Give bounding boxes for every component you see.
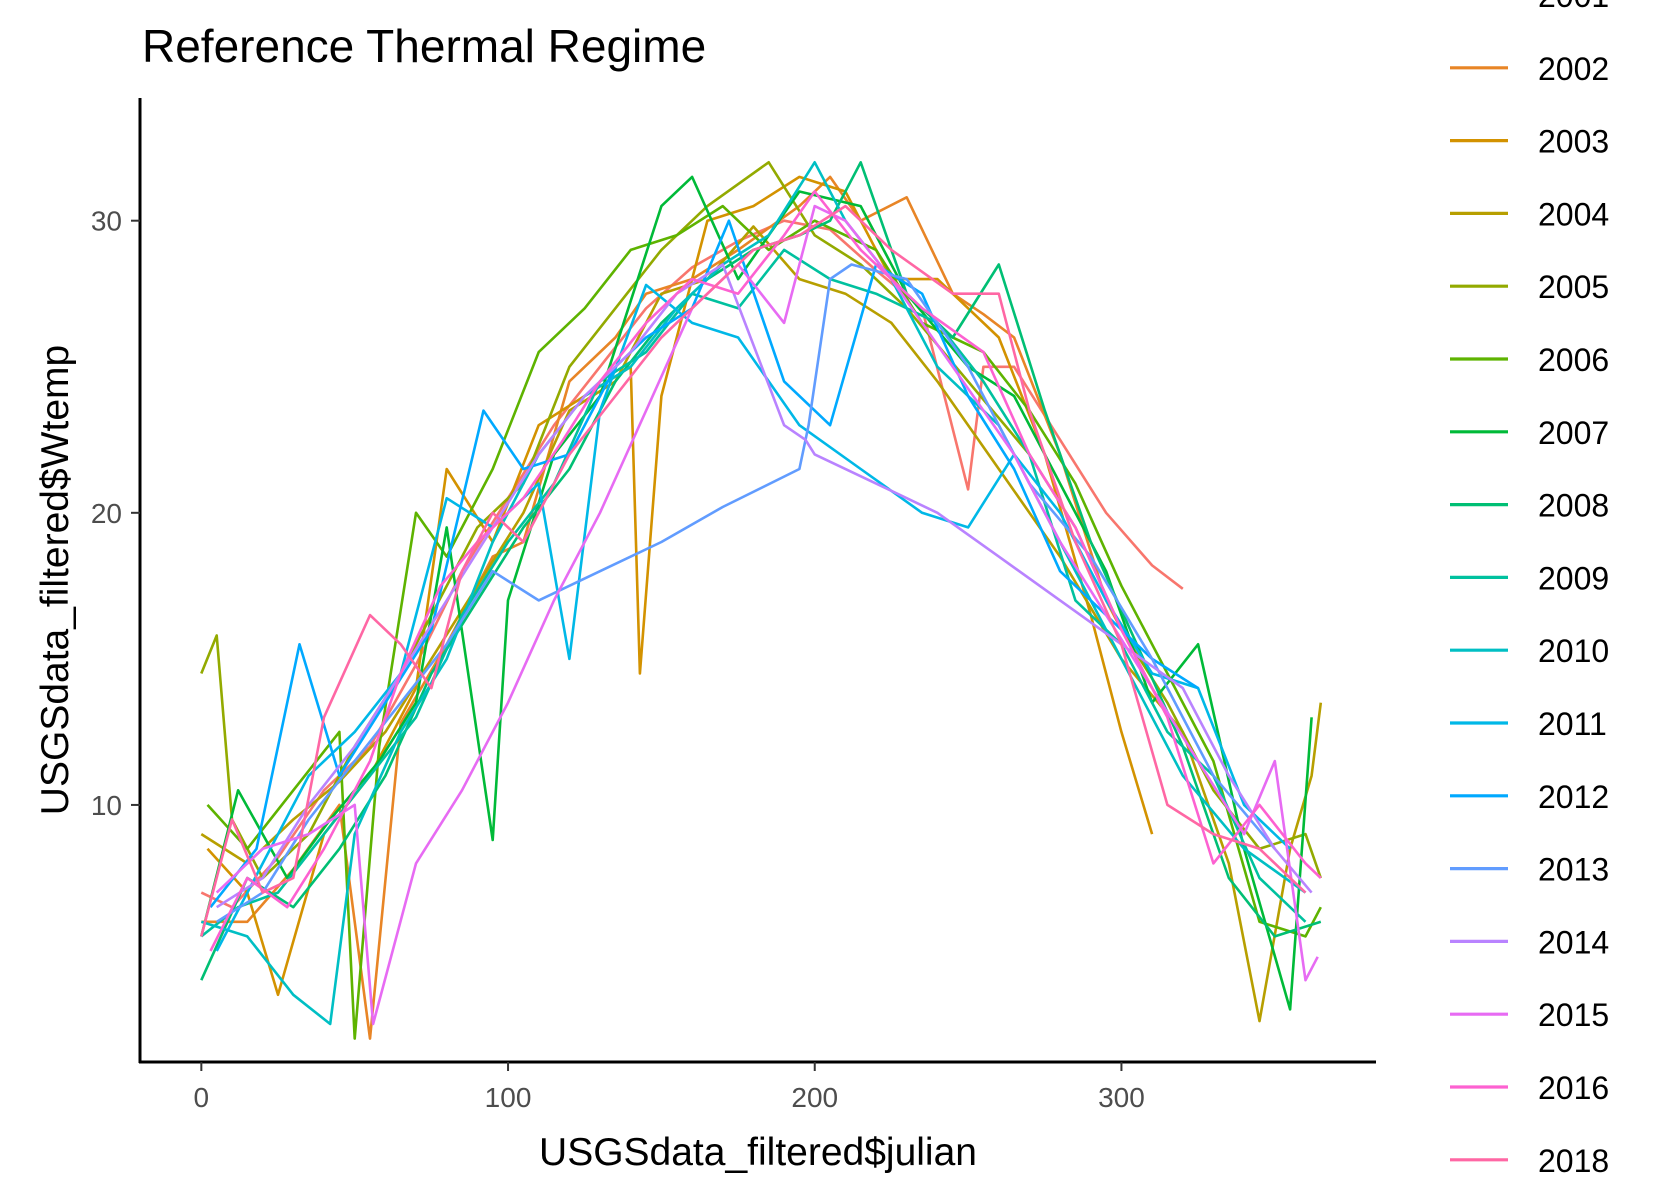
x-tick-label: 0 bbox=[194, 1082, 210, 1113]
y-axis-title: USGSdata_filtered$Wtemp bbox=[34, 345, 77, 815]
y-tick-label: 10 bbox=[91, 790, 122, 821]
legend-label: 2014 bbox=[1538, 924, 1609, 960]
legend-item-2006: 2006 bbox=[1450, 342, 1609, 378]
legend-label: 2012 bbox=[1538, 779, 1609, 815]
y-tick-label: 20 bbox=[91, 498, 122, 529]
legend-label: 2002 bbox=[1538, 51, 1609, 87]
x-tick-label: 100 bbox=[485, 1082, 532, 1113]
legend-label: 2010 bbox=[1538, 633, 1609, 669]
x-tick-label: 300 bbox=[1098, 1082, 1145, 1113]
legend-item-2011: 2011 bbox=[1450, 706, 1607, 742]
plot-area bbox=[200, 161, 1323, 1040]
series-line-2013 bbox=[216, 263, 1276, 923]
legend-label: 2018 bbox=[1538, 1143, 1609, 1179]
y-tick-label: 30 bbox=[91, 206, 122, 237]
series-line-2007 bbox=[200, 175, 1313, 1011]
series-line-2018 bbox=[200, 204, 1307, 937]
legend-item-2016: 2016 bbox=[1450, 1070, 1609, 1106]
chart-title: Reference Thermal Regime bbox=[142, 20, 706, 72]
legend-label: 2003 bbox=[1538, 124, 1609, 160]
legend-item-2002: 2002 bbox=[1450, 51, 1609, 87]
legend-label: 2007 bbox=[1538, 415, 1609, 451]
legend-item-2015: 2015 bbox=[1450, 997, 1609, 1033]
legend-item-2005: 2005 bbox=[1450, 269, 1609, 305]
legend-item-2008: 2008 bbox=[1450, 488, 1609, 524]
legend-label: 2005 bbox=[1538, 269, 1609, 305]
legend-label: 2009 bbox=[1538, 560, 1609, 596]
series-line-2010 bbox=[200, 161, 1307, 1026]
legend-item-2014: 2014 bbox=[1450, 924, 1609, 960]
legend-label: 2008 bbox=[1538, 488, 1609, 524]
series-line-2002 bbox=[201, 175, 1154, 1040]
series-line-2005 bbox=[200, 161, 1323, 880]
legend-item-2007: 2007 bbox=[1450, 415, 1609, 451]
x-axis-ticks: 0 100 200 300 bbox=[194, 1062, 1145, 1113]
y-axis-ticks: 10 20 30 bbox=[91, 206, 140, 821]
legend-label: 2006 bbox=[1538, 342, 1609, 378]
series-line-2015 bbox=[215, 204, 1319, 1026]
legend-label: 2001 bbox=[1538, 0, 1609, 14]
legend-item-2003: 2003 bbox=[1450, 124, 1609, 160]
legend-label: 2011 bbox=[1538, 706, 1607, 742]
series-line-2012 bbox=[209, 219, 1199, 909]
legend-item-2010: 2010 bbox=[1450, 633, 1609, 669]
legend-item-2009: 2009 bbox=[1450, 560, 1609, 596]
x-tick-label: 200 bbox=[791, 1082, 838, 1113]
series-line-2009 bbox=[200, 248, 1307, 938]
series-line-2014 bbox=[216, 263, 1313, 909]
legend-item-2012: 2012 bbox=[1450, 779, 1609, 815]
series-line-2004 bbox=[200, 225, 1323, 1023]
legend-label: 2004 bbox=[1538, 196, 1609, 232]
legend: 2001 2002 2003 2004 2005 2006 2007 2008 2009 2010… bbox=[1450, 0, 1609, 1179]
x-axis-title: USGSdata_filtered$julian bbox=[539, 1131, 977, 1174]
legend-item-2018: 2018 bbox=[1450, 1143, 1609, 1179]
legend-item-2013: 2013 bbox=[1450, 852, 1609, 888]
series-line-2016 bbox=[209, 190, 1322, 952]
legend-label: 2015 bbox=[1538, 997, 1609, 1033]
series-line-2006 bbox=[206, 204, 1322, 1040]
legend-item-2001: 2001 bbox=[1538, 0, 1609, 14]
legend-label: 2013 bbox=[1538, 852, 1609, 888]
legend-item-2004: 2004 bbox=[1450, 196, 1609, 232]
legend-label: 2016 bbox=[1538, 1070, 1609, 1106]
